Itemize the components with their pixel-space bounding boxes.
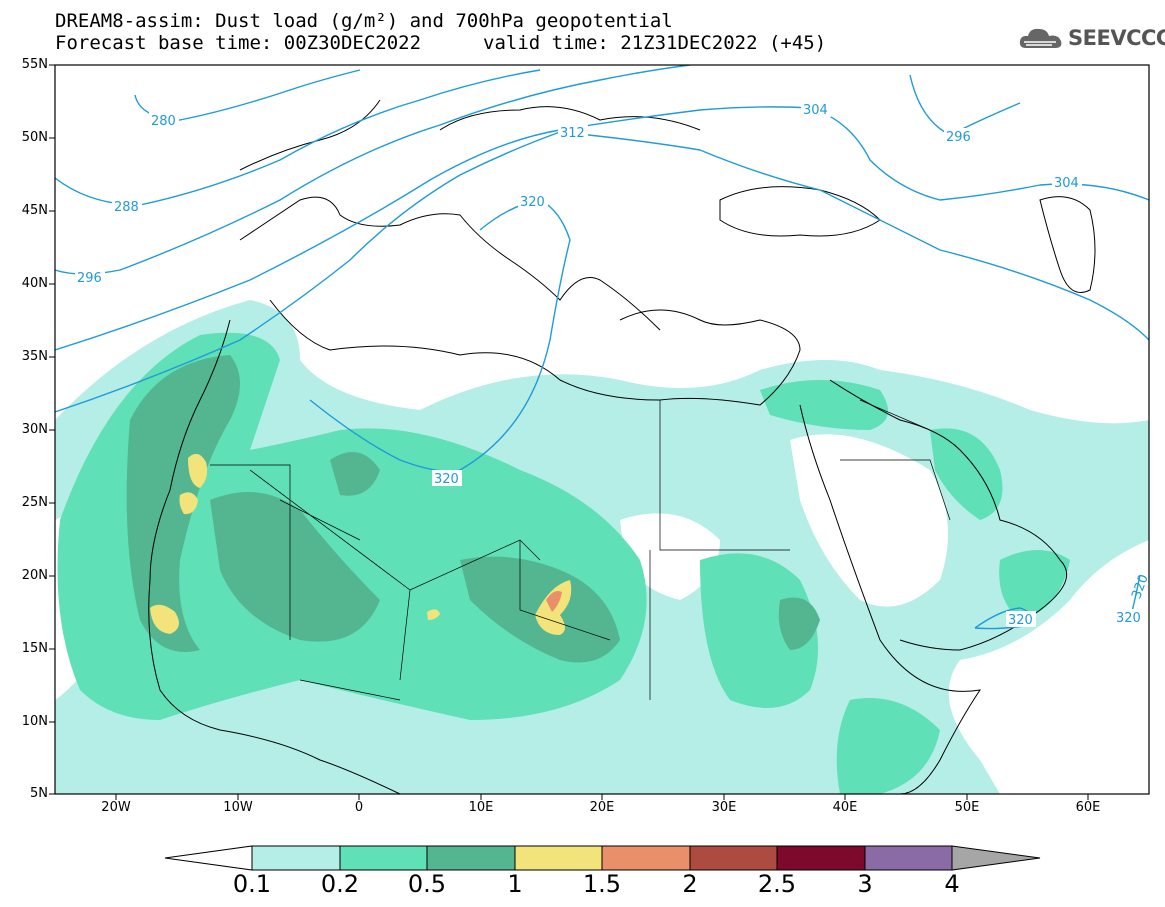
lon-label-10w: 10W (223, 800, 253, 815)
border-lines (210, 399, 951, 701)
valid-time: valid time: 21Z31DEC2022 (+45) (483, 32, 827, 54)
dust-area-medium-gulf (930, 428, 1003, 520)
dust-area-dense-algeria (330, 452, 380, 496)
lat-label-40n: 40N (21, 276, 48, 291)
dust-area-high-niger (427, 609, 440, 620)
colorbar-label-3: 3 (857, 870, 873, 898)
colorbar-bin-1-5-2 (601, 845, 691, 871)
colorbar-label-0-2: 0.2 (320, 870, 360, 898)
contour-label-288: 288 (114, 200, 139, 215)
europe-coastline (239, 99, 701, 331)
colorbar-high-arrow (951, 845, 1041, 871)
lat-label-25n: 25N (21, 495, 48, 510)
lat-label-5n: 5N (30, 786, 48, 801)
colorbar-label-1: 1 (507, 870, 523, 898)
caspian-sea (1039, 196, 1096, 293)
colorbar-label-1-5: 1.5 (582, 870, 622, 898)
dust-area-high-sahara-north (188, 453, 208, 488)
forecast-base-time: Forecast base time: 00Z30DEC2022 (55, 32, 422, 54)
coastlines (148, 99, 1096, 794)
dust-area-dense-mali (210, 492, 380, 642)
colorbar-bin-3-4 (864, 845, 953, 871)
cloud-icon (1019, 28, 1062, 48)
dust-area-peak-chad (546, 591, 562, 612)
country-borders (210, 399, 951, 701)
map-title: DREAM8-assim: Dust load (g/m²) and 700hP… (55, 10, 673, 32)
lat-label-50n: 50N (21, 130, 48, 145)
colorbar-bin-2-5-3 (776, 845, 866, 871)
contour-labels: 280 288 296 304 304 296 312 320 320 320 … (75, 101, 1152, 628)
contour-296-west (55, 65, 691, 275)
contour-label-320-east: 320 (1116, 611, 1141, 626)
contour-label-320-sahara: 320 (434, 472, 459, 487)
lat-label-15n: 15N (21, 641, 48, 656)
colorbar-bin-2-2-5 (689, 845, 778, 871)
colorbar-bin-0-2-0-5 (339, 845, 428, 871)
lon-label-20e: 20E (589, 800, 615, 815)
colorbar-bin-1-1-5 (514, 845, 603, 871)
contour-label-280: 280 (151, 114, 176, 129)
dust-area-dense-sudan (778, 597, 820, 650)
contour-label-296: 296 (77, 271, 102, 286)
lon-label-20w: 20W (101, 800, 131, 815)
dust-area-medium-oman (999, 550, 1070, 620)
lon-label-10e: 10E (468, 800, 494, 815)
contour-label-304: 304 (803, 103, 828, 118)
dust-fields (55, 300, 1149, 794)
contour-label-320-north: 320 (520, 195, 545, 210)
colorbar-label-4: 4 (944, 870, 960, 898)
lat-label-35n: 35N (21, 349, 48, 364)
dust-area-light-sudan-hole (620, 513, 720, 600)
lon-label-50e: 50E (954, 800, 980, 815)
lat-label-45n: 45N (21, 203, 48, 218)
contour-label-304-east: 304 (1054, 176, 1079, 191)
colorbar-label-0-5: 0.5 (407, 870, 447, 898)
colorbar-label-2-5: 2.5 (757, 870, 797, 898)
africa-coastline (148, 299, 982, 794)
lat-label-55n: 55N (21, 57, 48, 72)
colorbar (164, 845, 1041, 871)
dust-area-high-sahara-mid (179, 492, 198, 515)
dust-area-medium-levant (760, 380, 888, 430)
lat-label-30n: 30N (21, 422, 48, 437)
dust-area-medium-arabia (700, 553, 818, 708)
colorbar-label-0-1: 0.1 (232, 870, 272, 898)
lon-label-60e: 60E (1075, 800, 1101, 815)
colorbar-low-arrow (164, 845, 253, 871)
dust-area-medium-horn (836, 698, 940, 794)
lat-label-10n: 10N (21, 714, 48, 729)
contour-label-296-east: 296 (946, 130, 971, 145)
contour-304-west (55, 106, 811, 351)
logo-text: SEEVCCC (1068, 26, 1165, 50)
lat-label-20n: 20N (21, 568, 48, 583)
lon-label-30e: 30E (711, 800, 737, 815)
axis-ticks (49, 64, 1089, 800)
colorbar-bin-0-1-0-2 (251, 845, 341, 871)
seevccc-logo: SEEVCCC (1018, 24, 1165, 52)
dust-area-high-mauritania (150, 604, 179, 634)
colorbar-label-2: 2 (682, 870, 698, 898)
colorbar-bin-0-5-1 (426, 845, 516, 871)
lon-label-0: 0 (354, 800, 364, 815)
dust-area-light-east-hole (790, 434, 948, 607)
contour-312 (55, 131, 1149, 413)
arabia-coastline (829, 379, 1068, 651)
lon-label-40e: 40E (832, 800, 858, 815)
contour-label-320-oman: 320 (1008, 613, 1033, 628)
contour-label-312: 312 (560, 126, 585, 141)
